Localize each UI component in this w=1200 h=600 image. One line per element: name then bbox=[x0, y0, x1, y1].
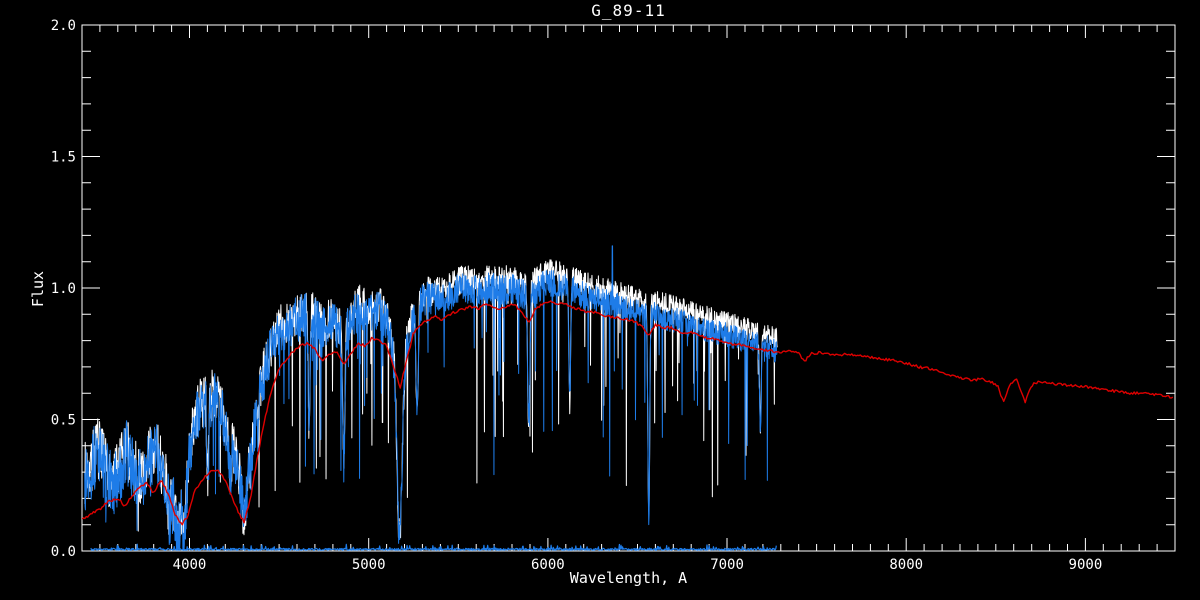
y-axis-label: Flux bbox=[29, 270, 47, 308]
axis-ticks bbox=[82, 25, 1175, 551]
x-tick-label: 8000 bbox=[889, 557, 923, 573]
y-tick-label: 1.0 bbox=[51, 281, 76, 297]
y-tick-label: 1.5 bbox=[51, 150, 76, 166]
y-tick-label: 2.0 bbox=[51, 18, 76, 34]
observed-spectrum-blue bbox=[84, 245, 778, 551]
x-tick-label: 4000 bbox=[173, 557, 207, 573]
template-spectrum-red bbox=[82, 300, 1174, 526]
chart-title: G_89-11 bbox=[591, 1, 666, 20]
x-tick-label: 5000 bbox=[352, 557, 386, 573]
y-tick-label: 0.5 bbox=[51, 413, 76, 429]
x-tick-label: 7000 bbox=[710, 557, 744, 573]
sky-zero-line bbox=[90, 543, 777, 551]
x-tick-label: 6000 bbox=[531, 557, 565, 573]
x-axis-label: Wavelength, A bbox=[569, 569, 688, 587]
comparison-spectrum-white bbox=[84, 259, 778, 551]
x-tick-label: 9000 bbox=[1069, 557, 1103, 573]
y-tick-label: 0.0 bbox=[51, 544, 76, 560]
